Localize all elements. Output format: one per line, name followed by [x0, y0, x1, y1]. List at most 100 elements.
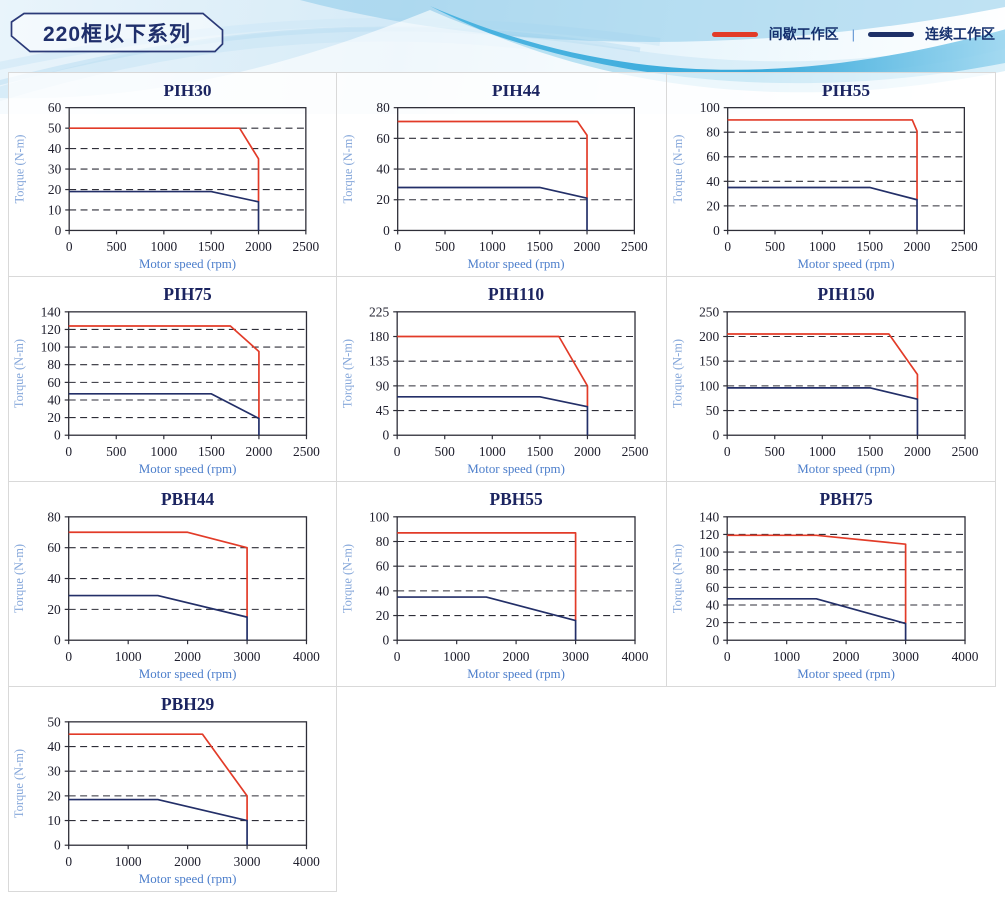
y-tick-label: 0: [54, 838, 61, 853]
series-title-badge: 220框以下系列: [10, 12, 224, 53]
y-tick-label: 40: [376, 583, 390, 598]
continuous-zone-line: [726, 597, 907, 641]
y-tick-label: 10: [47, 813, 61, 828]
y-axis-label: Torque (N-m): [12, 339, 26, 408]
legend-intermittent-swatch: [711, 31, 758, 37]
torque-speed-chart: 0 1000 2000 3000 4000 0 20 40 60 80 100 PBH55 Motor …: [341, 489, 649, 681]
y-tick-label: 20: [377, 192, 391, 207]
plot-frame: [68, 516, 308, 641]
torque-speed-chart: 0 500 1000 1500 2000 2500 0 20 40 60 80 100 120 140 PI…: [12, 284, 320, 476]
x-axis-label: Motor speed (rpm): [468, 461, 566, 476]
x-tick-label: 0: [66, 239, 73, 254]
chart-title: PBH29: [161, 694, 214, 714]
x-tick-label: 500: [106, 444, 126, 459]
x-tick-label: 2000: [903, 239, 930, 254]
continuous-zone-line: [397, 596, 577, 641]
continuous-zone-line: [726, 387, 918, 436]
legend: 间歇工作区 | 连续工作区: [711, 24, 995, 44]
chart-title: PIH110: [488, 284, 544, 304]
chart-title: PBH55: [490, 489, 543, 509]
plot-frame: [68, 311, 308, 436]
intermittent-zone-line: [69, 127, 260, 202]
empty-cell: [337, 687, 667, 892]
chart-title: PIH55: [822, 81, 870, 100]
x-tick-label: 3000: [892, 649, 919, 664]
chart-title: PBH44: [161, 489, 214, 509]
x-axis-label: Motor speed (rpm): [797, 461, 895, 476]
y-tick-label: 0: [383, 428, 390, 443]
x-tick-label: 2500: [621, 239, 648, 254]
y-tick-label: 80: [705, 562, 719, 577]
chart-cell-pih55: 0 500 1000 1500 2000 2500 0 20 40 60 80 100 PIH55 Mot…: [666, 72, 996, 277]
badge-frame: [10, 12, 224, 53]
y-axis-label: Torque (N-m): [670, 339, 684, 408]
y-tick-label: 45: [376, 403, 390, 418]
chart-title: PIH75: [163, 284, 212, 304]
x-tick-label: 1000: [809, 444, 836, 459]
torque-speed-chart: 0 500 1000 1500 2000 2500 0 10 20 30 40 50 60 PIH30 Mo…: [13, 81, 320, 271]
y-tick-label: 120: [41, 322, 61, 337]
x-tick-label: 1000: [809, 239, 836, 254]
torque-speed-chart: 0 500 1000 1500 2000 2500 0 50 100 150 200 250 PIH15…: [670, 284, 978, 476]
y-tick-label: 100: [41, 340, 61, 355]
x-tick-label: 2000: [174, 854, 201, 869]
chart-cell-pbh75: 0 1000 2000 3000 4000 0 20 40 60 80 100 120 140 PBH75…: [666, 482, 996, 687]
y-tick-label: 40: [47, 739, 61, 754]
chart-cell-pih44: 0 500 1000 1500 2000 2500 0 20 40 60 80 PIH44 Motor …: [337, 72, 667, 277]
y-axis-label: Torque (N-m): [13, 135, 27, 204]
y-tick-label: 20: [47, 602, 61, 617]
x-tick-label: 0: [65, 444, 72, 459]
y-tick-label: 140: [41, 304, 61, 319]
y-tick-label: 180: [369, 329, 389, 344]
y-tick-label: 0: [55, 223, 62, 238]
x-tick-label: 1500: [856, 239, 883, 254]
x-tick-label: 500: [106, 239, 126, 254]
x-tick-label: 4000: [622, 649, 649, 664]
plot-frame: [68, 107, 307, 232]
y-tick-label: 0: [54, 428, 61, 443]
y-tick-label: 100: [369, 509, 389, 524]
chart-cell-pbh29: 0 1000 2000 3000 4000 0 10 20 30 40 50 PBH29 Motor s…: [8, 687, 338, 892]
x-tick-label: 2500: [951, 239, 978, 254]
x-tick-label: 500: [435, 239, 455, 254]
continuous-zone-line: [68, 798, 248, 846]
x-tick-label: 1000: [444, 649, 471, 664]
x-tick-label: 500: [764, 444, 784, 459]
chart-cell-pih110: 0 500 1000 1500 2000 2500 0 45 90 135 180 225 PIH110…: [337, 277, 667, 482]
intermittent-zone-line: [397, 532, 577, 621]
x-tick-label: 0: [394, 444, 401, 459]
x-tick-label: 2000: [574, 239, 601, 254]
x-tick-label: 2000: [503, 649, 530, 664]
y-tick-label: 80: [376, 534, 390, 549]
y-tick-label: 80: [47, 509, 61, 524]
y-tick-label: 60: [48, 100, 62, 115]
intermittent-zone-line: [727, 119, 918, 200]
x-tick-label: 1500: [198, 444, 225, 459]
chart-title: PIH44: [492, 81, 540, 100]
y-tick-label: 60: [47, 540, 61, 555]
x-tick-label: 2000: [245, 239, 272, 254]
x-tick-label: 2000: [574, 444, 601, 459]
plot-frame: [396, 516, 636, 641]
x-tick-label: 2000: [832, 649, 859, 664]
y-tick-label: 100: [699, 378, 719, 393]
torque-speed-chart: 0 1000 2000 3000 4000 0 20 40 60 80 100 120 140 PBH75…: [670, 489, 978, 681]
x-tick-label: 2500: [622, 444, 649, 459]
x-tick-label: 1000: [773, 649, 800, 664]
y-tick-label: 80: [706, 125, 720, 140]
x-tick-label: 3000: [234, 649, 261, 664]
x-axis-label: Motor speed (rpm): [797, 666, 895, 681]
x-axis-label: Motor speed (rpm): [139, 257, 236, 271]
y-tick-label: 50: [48, 121, 62, 136]
x-tick-label: 1000: [115, 649, 142, 664]
intermittent-zone-line: [726, 333, 918, 400]
chart-cell-pih30: 0 500 1000 1500 2000 2500 0 10 20 30 40 50 60 PIH30 Mo…: [8, 72, 338, 277]
x-tick-label: 0: [724, 239, 731, 254]
intermittent-zone-line: [68, 531, 248, 618]
y-tick-label: 10: [48, 202, 62, 217]
x-tick-label: 0: [394, 649, 401, 664]
continuous-zone-line: [68, 594, 248, 641]
intermittent-zone-line: [397, 335, 589, 407]
y-tick-label: 135: [369, 354, 389, 369]
x-tick-label: 500: [765, 239, 785, 254]
